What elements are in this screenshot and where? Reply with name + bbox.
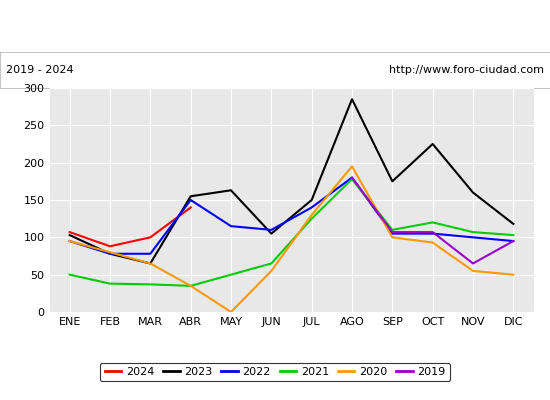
Text: 2019 - 2024: 2019 - 2024: [6, 65, 73, 75]
Text: http://www.foro-ciudad.com: http://www.foro-ciudad.com: [389, 65, 544, 75]
Legend: 2024, 2023, 2022, 2021, 2020, 2019: 2024, 2023, 2022, 2021, 2020, 2019: [100, 362, 450, 382]
Text: Evolucion Nº Turistas Extranjeros en el municipio de Alcalá del Júcar: Evolucion Nº Turistas Extranjeros en el …: [39, 16, 512, 31]
